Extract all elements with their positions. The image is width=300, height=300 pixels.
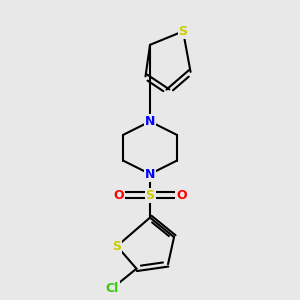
Text: S: S [112, 240, 122, 253]
Text: Cl: Cl [106, 282, 119, 295]
Text: O: O [113, 189, 124, 202]
Text: N: N [145, 115, 155, 128]
Text: N: N [145, 167, 155, 181]
Text: O: O [176, 189, 187, 202]
Text: S: S [146, 189, 154, 202]
Text: S: S [178, 25, 188, 38]
